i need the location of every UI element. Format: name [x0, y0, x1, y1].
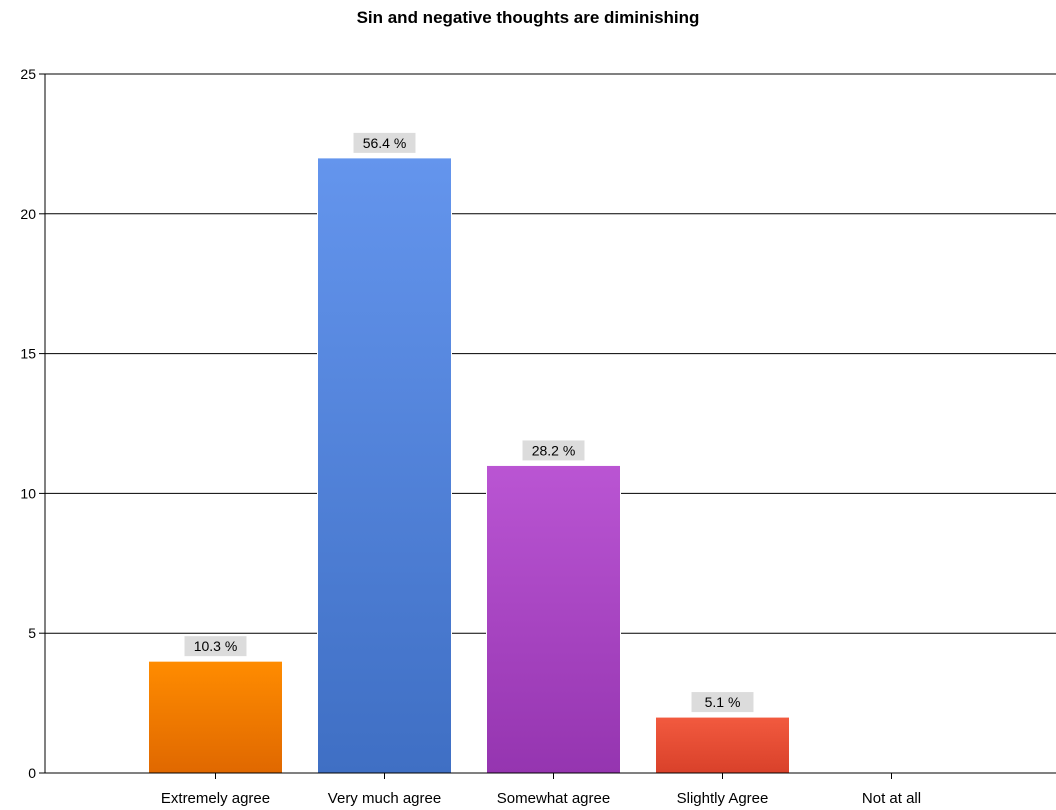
data-label: 56.4 % [363, 135, 407, 151]
bar [317, 157, 452, 774]
y-tick-label: 20 [20, 206, 36, 222]
data-label: 5.1 % [705, 694, 741, 710]
data-label: 10.3 % [194, 638, 238, 654]
y-tick-label: 10 [20, 485, 36, 501]
y-tick-label: 0 [28, 765, 36, 781]
data-label-background [691, 692, 754, 713]
data-label-background [184, 636, 247, 657]
data-label-background [522, 440, 585, 461]
x-tick-label: Somewhat agree [497, 790, 610, 807]
bars [148, 157, 790, 774]
data-labels: 10.3 % 56.4 % 28.2 % 5.1 % [184, 132, 754, 713]
axes: 0 5 10 15 20 25 Extremely agree Very much agree… [20, 66, 1056, 807]
x-tick-label: Not at all [862, 790, 921, 807]
x-tick-label: Extremely agree [161, 790, 270, 807]
y-tick-label: 25 [20, 66, 36, 82]
bar [486, 464, 621, 774]
x-tick-label: Very much agree [328, 790, 441, 807]
bar [655, 716, 790, 774]
bar [148, 660, 283, 774]
x-tick-label: Slightly Agree [677, 790, 769, 807]
data-label-background [353, 132, 416, 153]
data-label: 28.2 % [532, 442, 576, 458]
chart-title: Sin and negative thoughts are diminishin… [356, 8, 700, 27]
y-tick-label: 5 [28, 625, 36, 641]
y-tick-label: 15 [20, 346, 36, 362]
